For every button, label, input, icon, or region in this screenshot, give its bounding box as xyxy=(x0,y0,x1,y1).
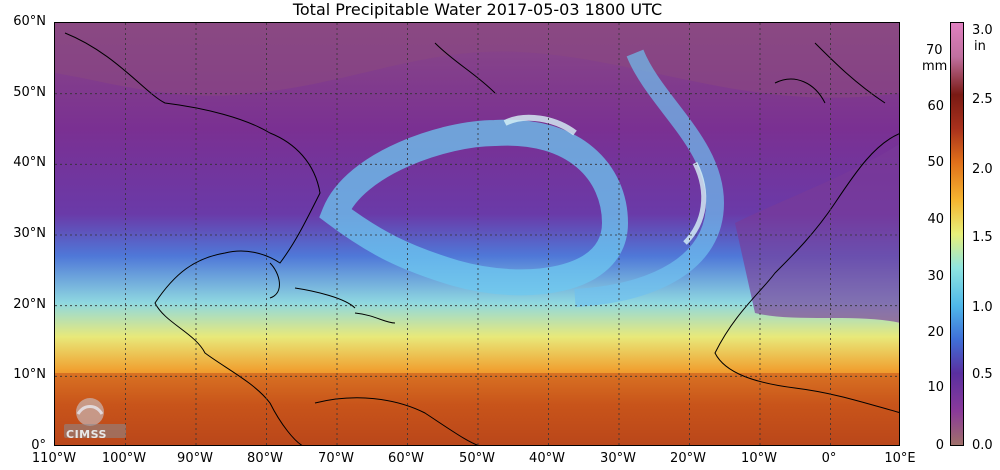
lat-label-40n: 40°N xyxy=(13,155,46,170)
lon-label-80w: 80°W xyxy=(247,451,283,466)
colorbar-mm-unit: mm xyxy=(922,59,948,74)
cimss-logo-text: CIMSS xyxy=(66,428,107,441)
cimss-logo xyxy=(64,398,126,438)
tropical-moist-band xyxy=(55,373,899,445)
colorbar-in-tick-0.5: 0.5 xyxy=(972,367,993,382)
moisture-band xyxy=(574,49,725,307)
colorbar-mm-tick-60: 60 xyxy=(927,99,944,114)
colorbar-in-unit: in xyxy=(974,39,986,54)
lon-label-0: 0° xyxy=(821,451,837,466)
colorbar-mm-tick-40: 40 xyxy=(927,212,944,227)
moisture-core-2 xyxy=(683,161,707,245)
lat-label-60n: 60°N xyxy=(13,14,46,29)
dry-north-region xyxy=(55,23,899,98)
precipitable-water-map xyxy=(54,22,900,446)
colorbar-in-tick-0.0: 0.0 xyxy=(972,438,993,453)
lon-label-20w: 20°W xyxy=(670,451,706,466)
lat-label-20n: 20°N xyxy=(13,297,46,312)
colorbar-mm-tick-20: 20 xyxy=(927,325,944,340)
lat-label-0: 0° xyxy=(31,438,46,453)
colorbar xyxy=(950,22,964,446)
colorbar-in-tick-2.5: 2.5 xyxy=(972,92,993,107)
moisture-swirl xyxy=(319,119,629,296)
map-title: Total Precipitable Water 2017-05-03 1800… xyxy=(292,0,663,19)
moisture-core xyxy=(503,114,577,136)
graticule xyxy=(55,23,899,445)
lon-label-10e: 10°E xyxy=(884,451,916,466)
lat-label-30n: 30°N xyxy=(13,226,46,241)
lat-label-50n: 50°N xyxy=(13,85,46,100)
lon-label-60w: 60°W xyxy=(388,451,424,466)
lon-label-90w: 90°W xyxy=(177,451,213,466)
map-canvas xyxy=(55,23,899,445)
lon-label-70w: 70°W xyxy=(318,451,354,466)
colorbar-in-tick-1.5: 1.5 xyxy=(972,230,993,245)
colorbar-in-tick-2.0: 2.0 xyxy=(972,162,993,177)
colorbar-mm-tick-50: 50 xyxy=(927,155,944,170)
colorbar-mm-top: 70 xyxy=(926,43,943,58)
lon-label-10w: 10°W xyxy=(741,451,777,466)
colorbar-in-tick-3.0: 3.0 xyxy=(972,23,993,38)
lon-label-30w: 30°W xyxy=(600,451,636,466)
lon-label-50w: 50°W xyxy=(459,451,495,466)
colorbar-mm-tick-10: 10 xyxy=(927,380,944,395)
sahara-dry-air xyxy=(735,144,899,323)
lat-label-10n: 10°N xyxy=(13,367,46,382)
lon-label-100w: 100°W xyxy=(101,451,147,466)
lon-label-40w: 40°W xyxy=(529,451,565,466)
colorbar-mm-tick-0: 0 xyxy=(935,438,944,453)
colorbar-in-tick-1.0: 1.0 xyxy=(972,300,993,315)
lon-label-110w: 110°W xyxy=(31,451,77,466)
colorbar-mm-tick-30: 30 xyxy=(927,269,944,284)
